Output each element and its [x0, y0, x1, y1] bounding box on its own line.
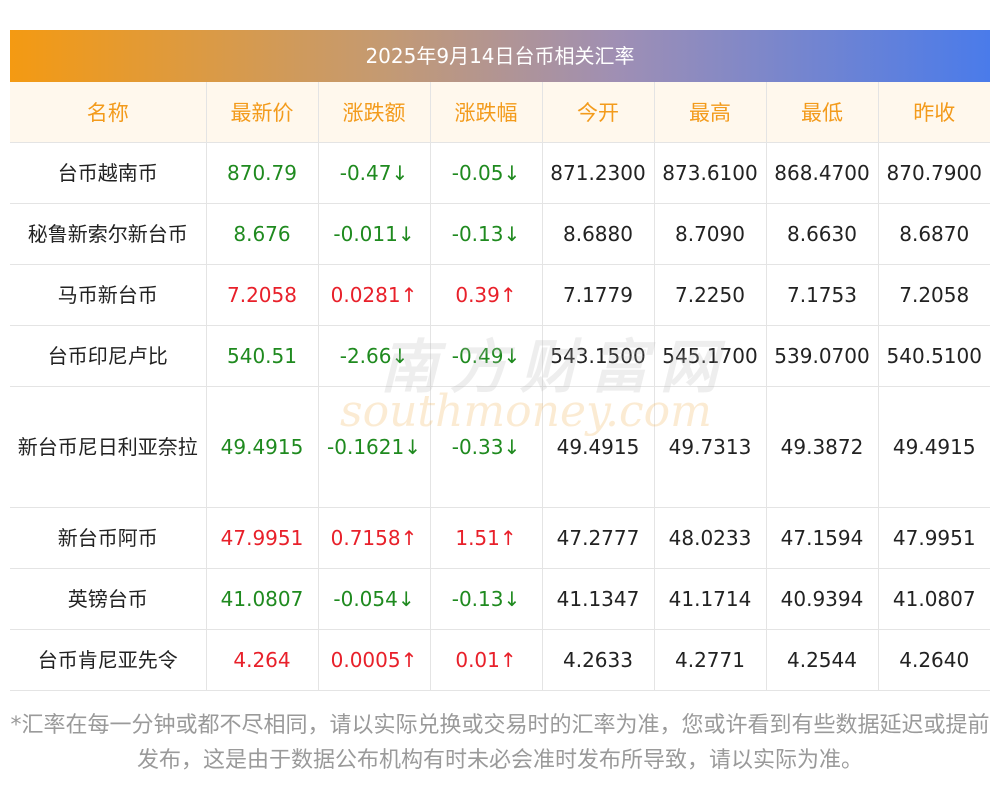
- cell-pct: 0.01↑: [430, 629, 543, 691]
- column-header-high: 最高: [654, 82, 767, 143]
- cell-open: 543.1500: [542, 325, 655, 387]
- cell-last: 540.51: [206, 325, 319, 387]
- cell-open: 4.2633: [542, 629, 655, 691]
- cell-prev: 540.5100: [878, 325, 990, 387]
- cell-high: 7.2250: [654, 264, 767, 326]
- cell-open: 8.6880: [542, 203, 655, 265]
- disclaimer-footnote: *汇率在每一分钟或都不尽相同，请以实际兑换或交易时的汇率为准，您或许看到有些数据…: [10, 713, 990, 773]
- cell-change: 0.7158↑: [318, 507, 431, 569]
- cell-high: 48.0233: [654, 507, 767, 569]
- column-header-last: 最新价: [206, 82, 319, 143]
- exchange-rate-table: 名称 最新价 涨跌额 涨跌幅 今开 最高 最低 昨收 台币越南币 870.79 -0…: [10, 82, 990, 691]
- cell-open: 49.4915: [542, 386, 655, 508]
- cell-prev: 49.4915: [878, 386, 990, 508]
- cell-pct: -0.13↓: [430, 203, 543, 265]
- cell-high: 49.7313: [654, 386, 767, 508]
- cell-prev: 8.6870: [878, 203, 990, 265]
- table-row: 台币印尼卢比 540.51 -2.66↓ -0.49↓ 543.1500 545.1700…: [10, 325, 990, 387]
- cell-name: 台币印尼卢比: [10, 325, 207, 387]
- cell-name: 英镑台币: [10, 568, 207, 630]
- cell-low: 8.6630: [766, 203, 879, 265]
- cell-name: 台币越南币: [10, 142, 207, 204]
- cell-open: 871.2300: [542, 142, 655, 204]
- cell-open: 41.1347: [542, 568, 655, 630]
- column-header-change: 涨跌额: [318, 82, 431, 143]
- table-row: 马币新台币 7.2058 0.0281↑ 0.39↑ 7.1779 7.2250 7.175…: [10, 264, 990, 326]
- cell-name: 秘鲁新索尔新台币: [10, 203, 207, 265]
- cell-prev: 41.0807: [878, 568, 990, 630]
- cell-last: 47.9951: [206, 507, 319, 569]
- cell-high: 873.6100: [654, 142, 767, 204]
- cell-last: 8.676: [206, 203, 319, 265]
- table-row: 台币越南币 870.79 -0.47↓ -0.05↓ 871.2300 873.6100 8…: [10, 142, 990, 204]
- cell-prev: 4.2640: [878, 629, 990, 691]
- column-header-open: 今开: [542, 82, 655, 143]
- cell-last: 870.79: [206, 142, 319, 204]
- cell-prev: 7.2058: [878, 264, 990, 326]
- cell-name: 新台币尼日利亚奈拉: [10, 386, 207, 508]
- cell-low: 7.1753: [766, 264, 879, 326]
- column-header-prev: 昨收: [878, 82, 990, 143]
- cell-change: -2.66↓: [318, 325, 431, 387]
- cell-low: 868.4700: [766, 142, 879, 204]
- cell-last: 49.4915: [206, 386, 319, 508]
- cell-high: 4.2771: [654, 629, 767, 691]
- cell-pct: 0.39↑: [430, 264, 543, 326]
- cell-open: 47.2777: [542, 507, 655, 569]
- cell-high: 545.1700: [654, 325, 767, 387]
- table-header-row: 名称 最新价 涨跌额 涨跌幅 今开 最高 最低 昨收: [10, 82, 990, 143]
- cell-pct: -0.49↓: [430, 325, 543, 387]
- cell-change: 0.0281↑: [318, 264, 431, 326]
- cell-change: -0.011↓: [318, 203, 431, 265]
- cell-pct: -0.33↓: [430, 386, 543, 508]
- cell-change: -0.054↓: [318, 568, 431, 630]
- cell-low: 47.1594: [766, 507, 879, 569]
- cell-prev: 47.9951: [878, 507, 990, 569]
- cell-change: 0.0005↑: [318, 629, 431, 691]
- cell-pct: -0.13↓: [430, 568, 543, 630]
- cell-name: 台币肯尼亚先令: [10, 629, 207, 691]
- cell-low: 539.0700: [766, 325, 879, 387]
- cell-pct: -0.05↓: [430, 142, 543, 204]
- cell-pct: 1.51↑: [430, 507, 543, 569]
- table-row: 新台币尼日利亚奈拉 49.4915 -0.1621↓ -0.33↓ 49.4915 49.…: [10, 386, 990, 508]
- cell-open: 7.1779: [542, 264, 655, 326]
- table-row: 台币肯尼亚先令 4.264 0.0005↑ 0.01↑ 4.2633 4.2771 4.25…: [10, 629, 990, 691]
- cell-high: 41.1714: [654, 568, 767, 630]
- table-row: 英镑台币 41.0807 -0.054↓ -0.13↓ 41.1347 41.1714 40…: [10, 568, 990, 630]
- column-header-pct: 涨跌幅: [430, 82, 543, 143]
- cell-high: 8.7090: [654, 203, 767, 265]
- cell-low: 4.2544: [766, 629, 879, 691]
- cell-low: 49.3872: [766, 386, 879, 508]
- cell-last: 7.2058: [206, 264, 319, 326]
- cell-name: 马币新台币: [10, 264, 207, 326]
- cell-low: 40.9394: [766, 568, 879, 630]
- cell-last: 4.264: [206, 629, 319, 691]
- cell-change: -0.47↓: [318, 142, 431, 204]
- table-row: 秘鲁新索尔新台币 8.676 -0.011↓ -0.13↓ 8.6880 8.7090 8.…: [10, 203, 990, 265]
- cell-prev: 870.7900: [878, 142, 990, 204]
- page-title: 2025年9月14日台币相关汇率: [10, 30, 990, 82]
- cell-name: 新台币阿币: [10, 507, 207, 569]
- cell-last: 41.0807: [206, 568, 319, 630]
- table-row: 新台币阿币 47.9951 0.7158↑ 1.51↑ 47.2777 48.0233 47…: [10, 507, 990, 569]
- cell-change: -0.1621↓: [318, 386, 431, 508]
- column-header-low: 最低: [766, 82, 879, 143]
- column-header-name: 名称: [10, 82, 207, 143]
